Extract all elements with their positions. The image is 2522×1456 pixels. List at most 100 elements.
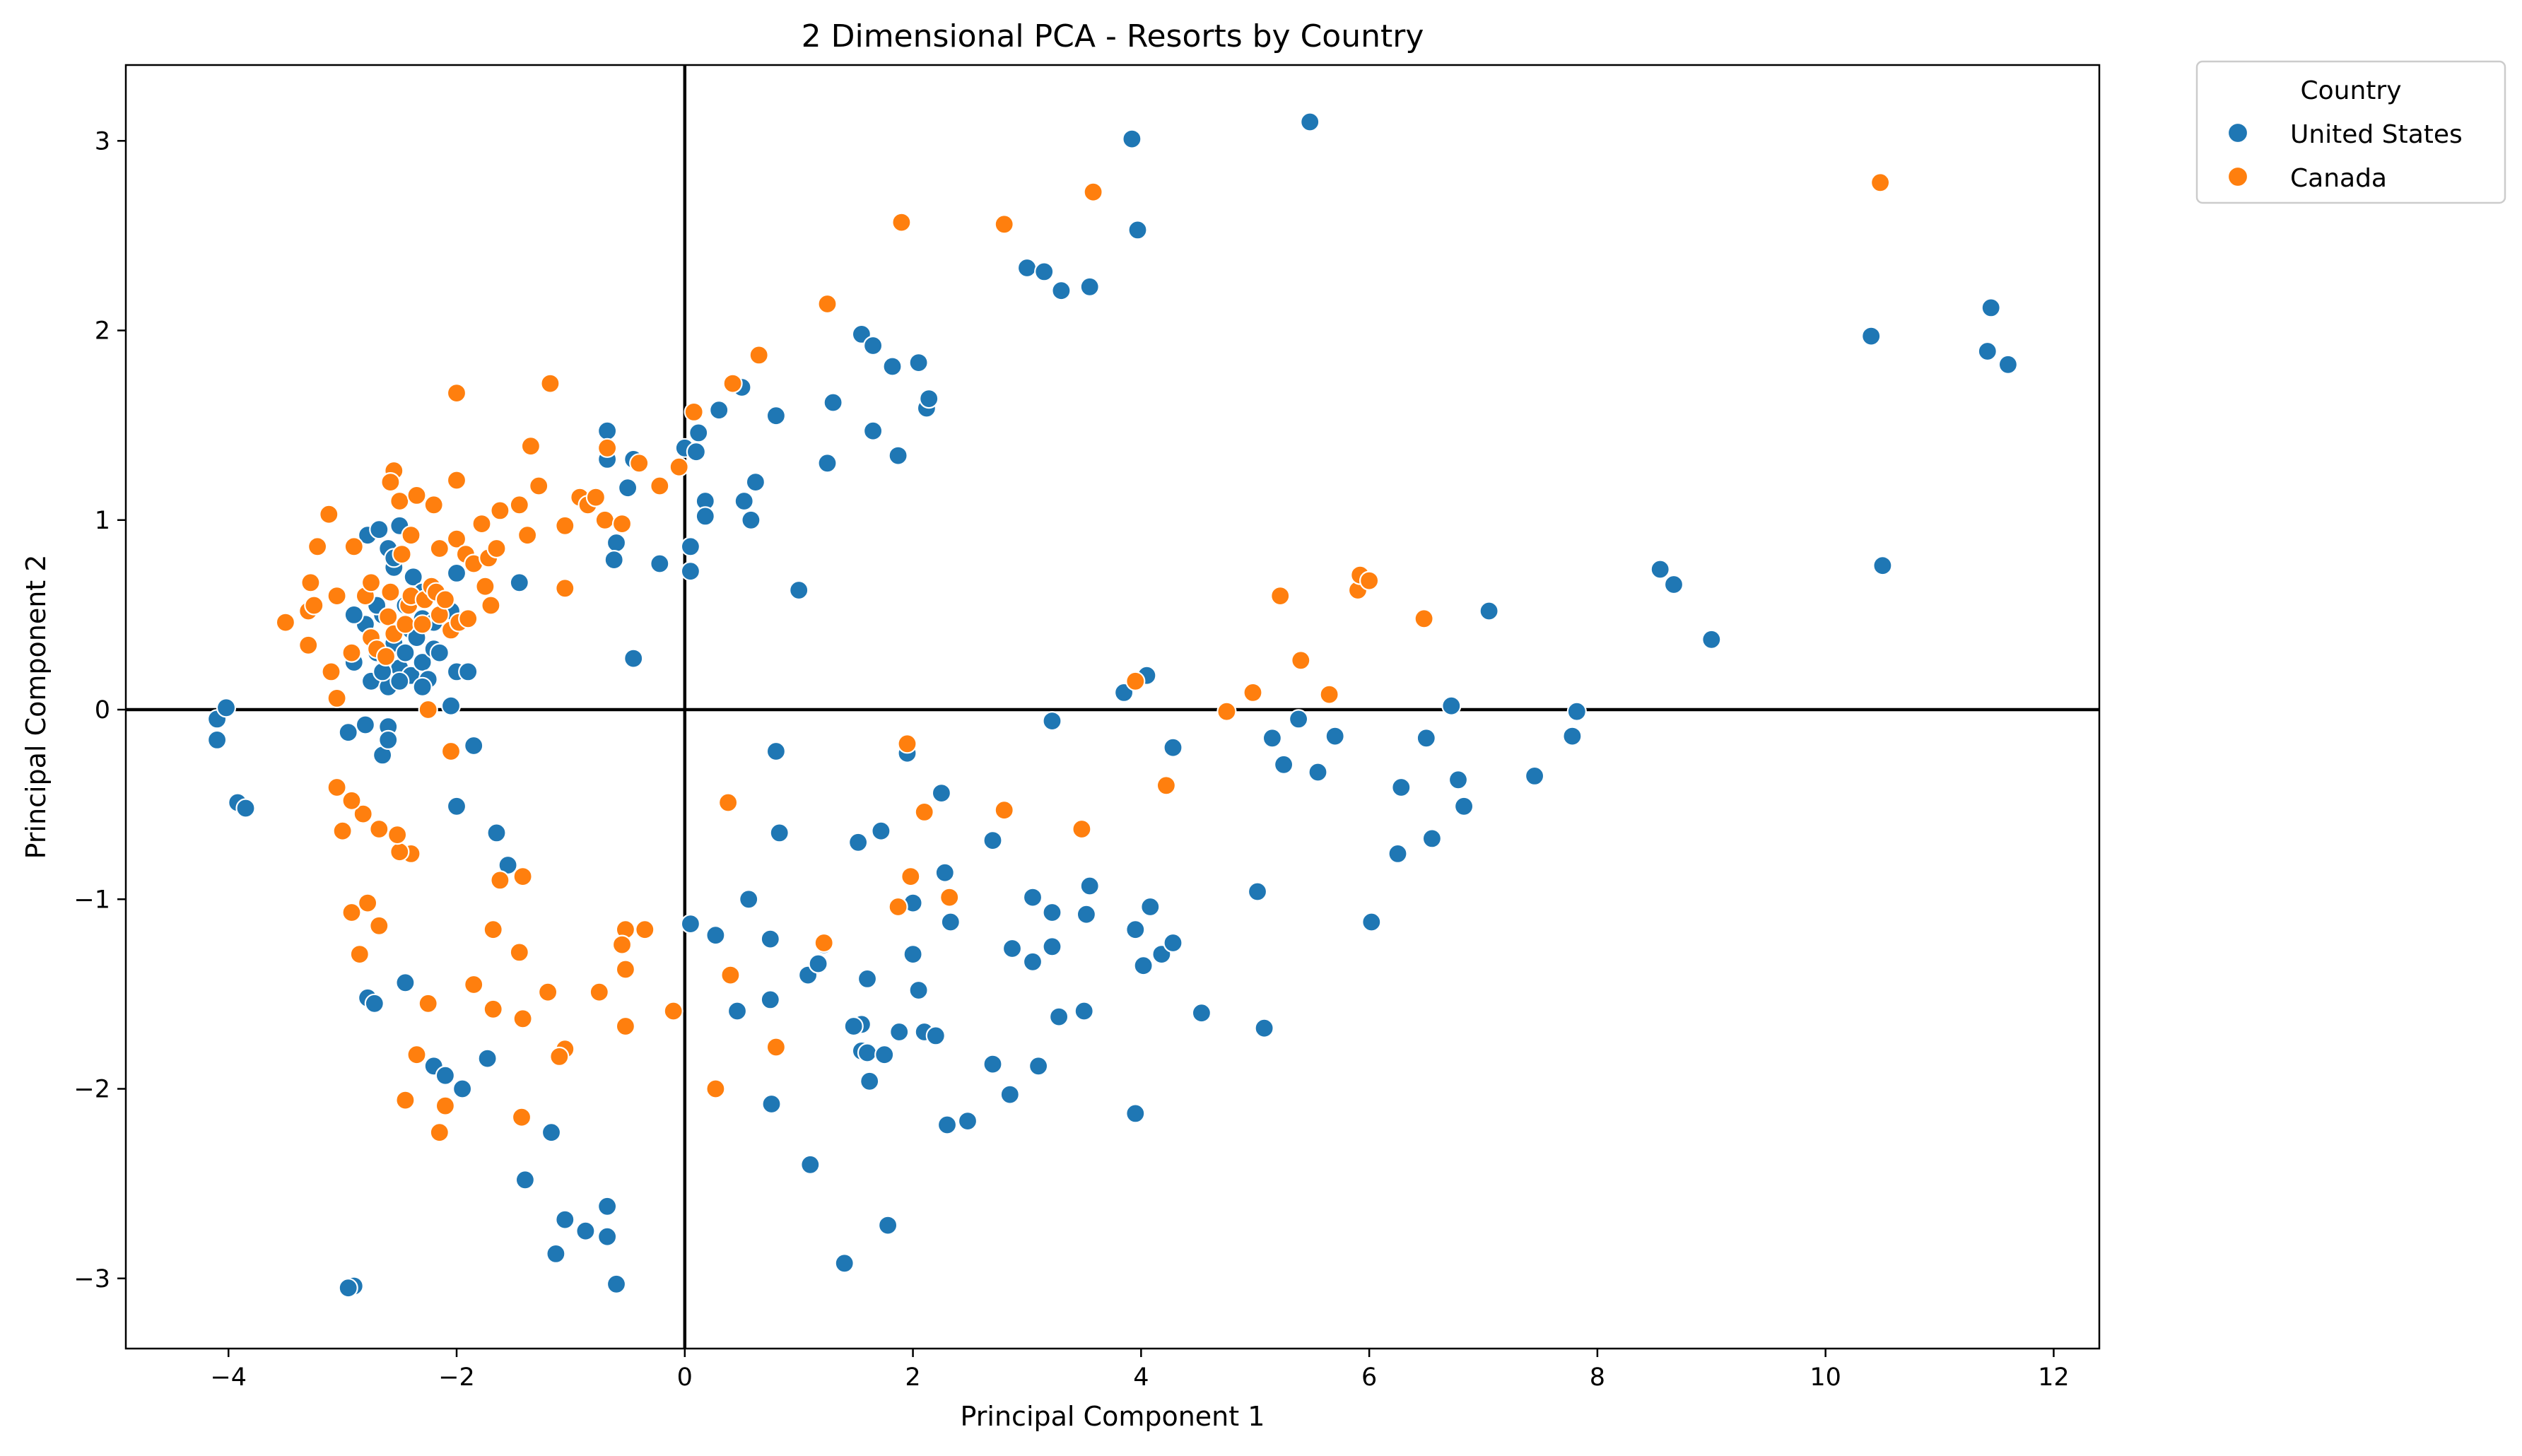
data-point	[1273, 754, 1294, 775]
data-point	[515, 1170, 536, 1190]
data-point	[760, 929, 780, 949]
data-point	[1319, 684, 1339, 705]
data-point	[1140, 896, 1161, 917]
x-tick-label: 8	[1590, 1363, 1605, 1392]
data-point	[635, 920, 655, 940]
data-point	[446, 796, 467, 816]
data-point	[1125, 920, 1146, 940]
data-point	[1870, 172, 1891, 193]
data-point	[341, 790, 362, 811]
data-point	[901, 866, 921, 887]
data-point	[1074, 1001, 1094, 1021]
data-point	[688, 423, 709, 443]
data-point	[1361, 912, 1382, 932]
data-point	[429, 642, 450, 663]
y-axis-ticks: −3 −2 −1 0 1 2 3	[74, 127, 126, 1293]
data-point	[446, 470, 467, 491]
x-axis-label: Principal Component 1	[961, 1401, 1265, 1432]
x-tick-label: 2	[905, 1363, 920, 1392]
data-point	[512, 866, 533, 887]
data-point	[1270, 585, 1291, 606]
data-point	[919, 388, 939, 409]
data-point	[446, 563, 467, 584]
data-point	[375, 646, 397, 667]
data-point	[490, 500, 510, 521]
x-tick-label: −2	[438, 1363, 475, 1392]
data-point	[378, 606, 399, 627]
data-point	[435, 1065, 456, 1086]
data-point	[332, 821, 353, 841]
data-point	[458, 609, 479, 629]
data-point	[615, 1016, 636, 1037]
data-point	[378, 729, 399, 751]
data-point	[1448, 770, 1469, 790]
data-point	[937, 1115, 958, 1135]
data-point	[1981, 298, 2001, 318]
data-point	[418, 699, 438, 720]
data-point	[319, 504, 339, 524]
data-point	[207, 729, 228, 751]
legend: Country United States Canada	[2195, 60, 2506, 204]
data-point	[888, 445, 908, 466]
data-point	[555, 578, 575, 599]
y-tick-label: 1	[95, 507, 110, 535]
data-point	[1002, 938, 1023, 959]
data-point	[957, 1110, 978, 1132]
data-point	[490, 870, 510, 891]
data-point	[1243, 682, 1263, 703]
data-point	[403, 567, 423, 587]
data-point	[1872, 556, 1893, 576]
data-point	[874, 1045, 895, 1065]
data-point	[1034, 262, 1055, 282]
data-point	[597, 421, 618, 441]
legend-marker	[2227, 165, 2249, 188]
data-point	[766, 406, 787, 426]
data-point	[1291, 650, 1311, 671]
data-point	[435, 1096, 456, 1116]
chart-title: 2 Dimensional PCA - Resorts by Country	[802, 18, 1424, 54]
data-point	[300, 573, 321, 593]
data-point	[537, 982, 558, 1002]
data-point	[808, 953, 828, 974]
data-point	[369, 519, 389, 540]
data-point	[1421, 828, 1443, 849]
data-point	[789, 580, 809, 601]
data-point	[589, 982, 609, 1002]
data-point	[882, 356, 903, 377]
data-point	[446, 382, 467, 404]
data-point	[412, 614, 433, 635]
data-point	[1016, 257, 1038, 278]
data-point	[355, 715, 376, 735]
data-point	[862, 335, 884, 356]
x-tick-label: 4	[1133, 1363, 1149, 1392]
data-point	[629, 453, 650, 474]
data-point	[983, 830, 1003, 851]
legend-items: United States Canada	[2227, 120, 2463, 193]
data-point	[684, 401, 704, 423]
data-point	[304, 595, 324, 616]
data-point	[847, 832, 869, 852]
data-point	[585, 487, 606, 507]
x-tick-label: 6	[1361, 1363, 1377, 1392]
data-point	[1042, 902, 1062, 923]
data-point	[369, 915, 389, 936]
data-point	[766, 1037, 787, 1057]
data-point	[650, 553, 670, 574]
data-point	[760, 990, 780, 1010]
data-point	[1122, 129, 1142, 149]
data-point	[1247, 881, 1268, 902]
x-tick-label: 12	[2038, 1363, 2070, 1392]
data-point	[418, 993, 438, 1014]
data-point	[360, 573, 382, 593]
data-point	[235, 798, 256, 818]
data-point	[395, 973, 416, 993]
data-point	[1300, 112, 1320, 132]
data-point	[1072, 818, 1092, 840]
data-point	[834, 1253, 855, 1274]
data-point	[1051, 281, 1072, 301]
data-point	[486, 823, 507, 843]
data-point	[327, 585, 347, 606]
data-point	[594, 510, 615, 530]
